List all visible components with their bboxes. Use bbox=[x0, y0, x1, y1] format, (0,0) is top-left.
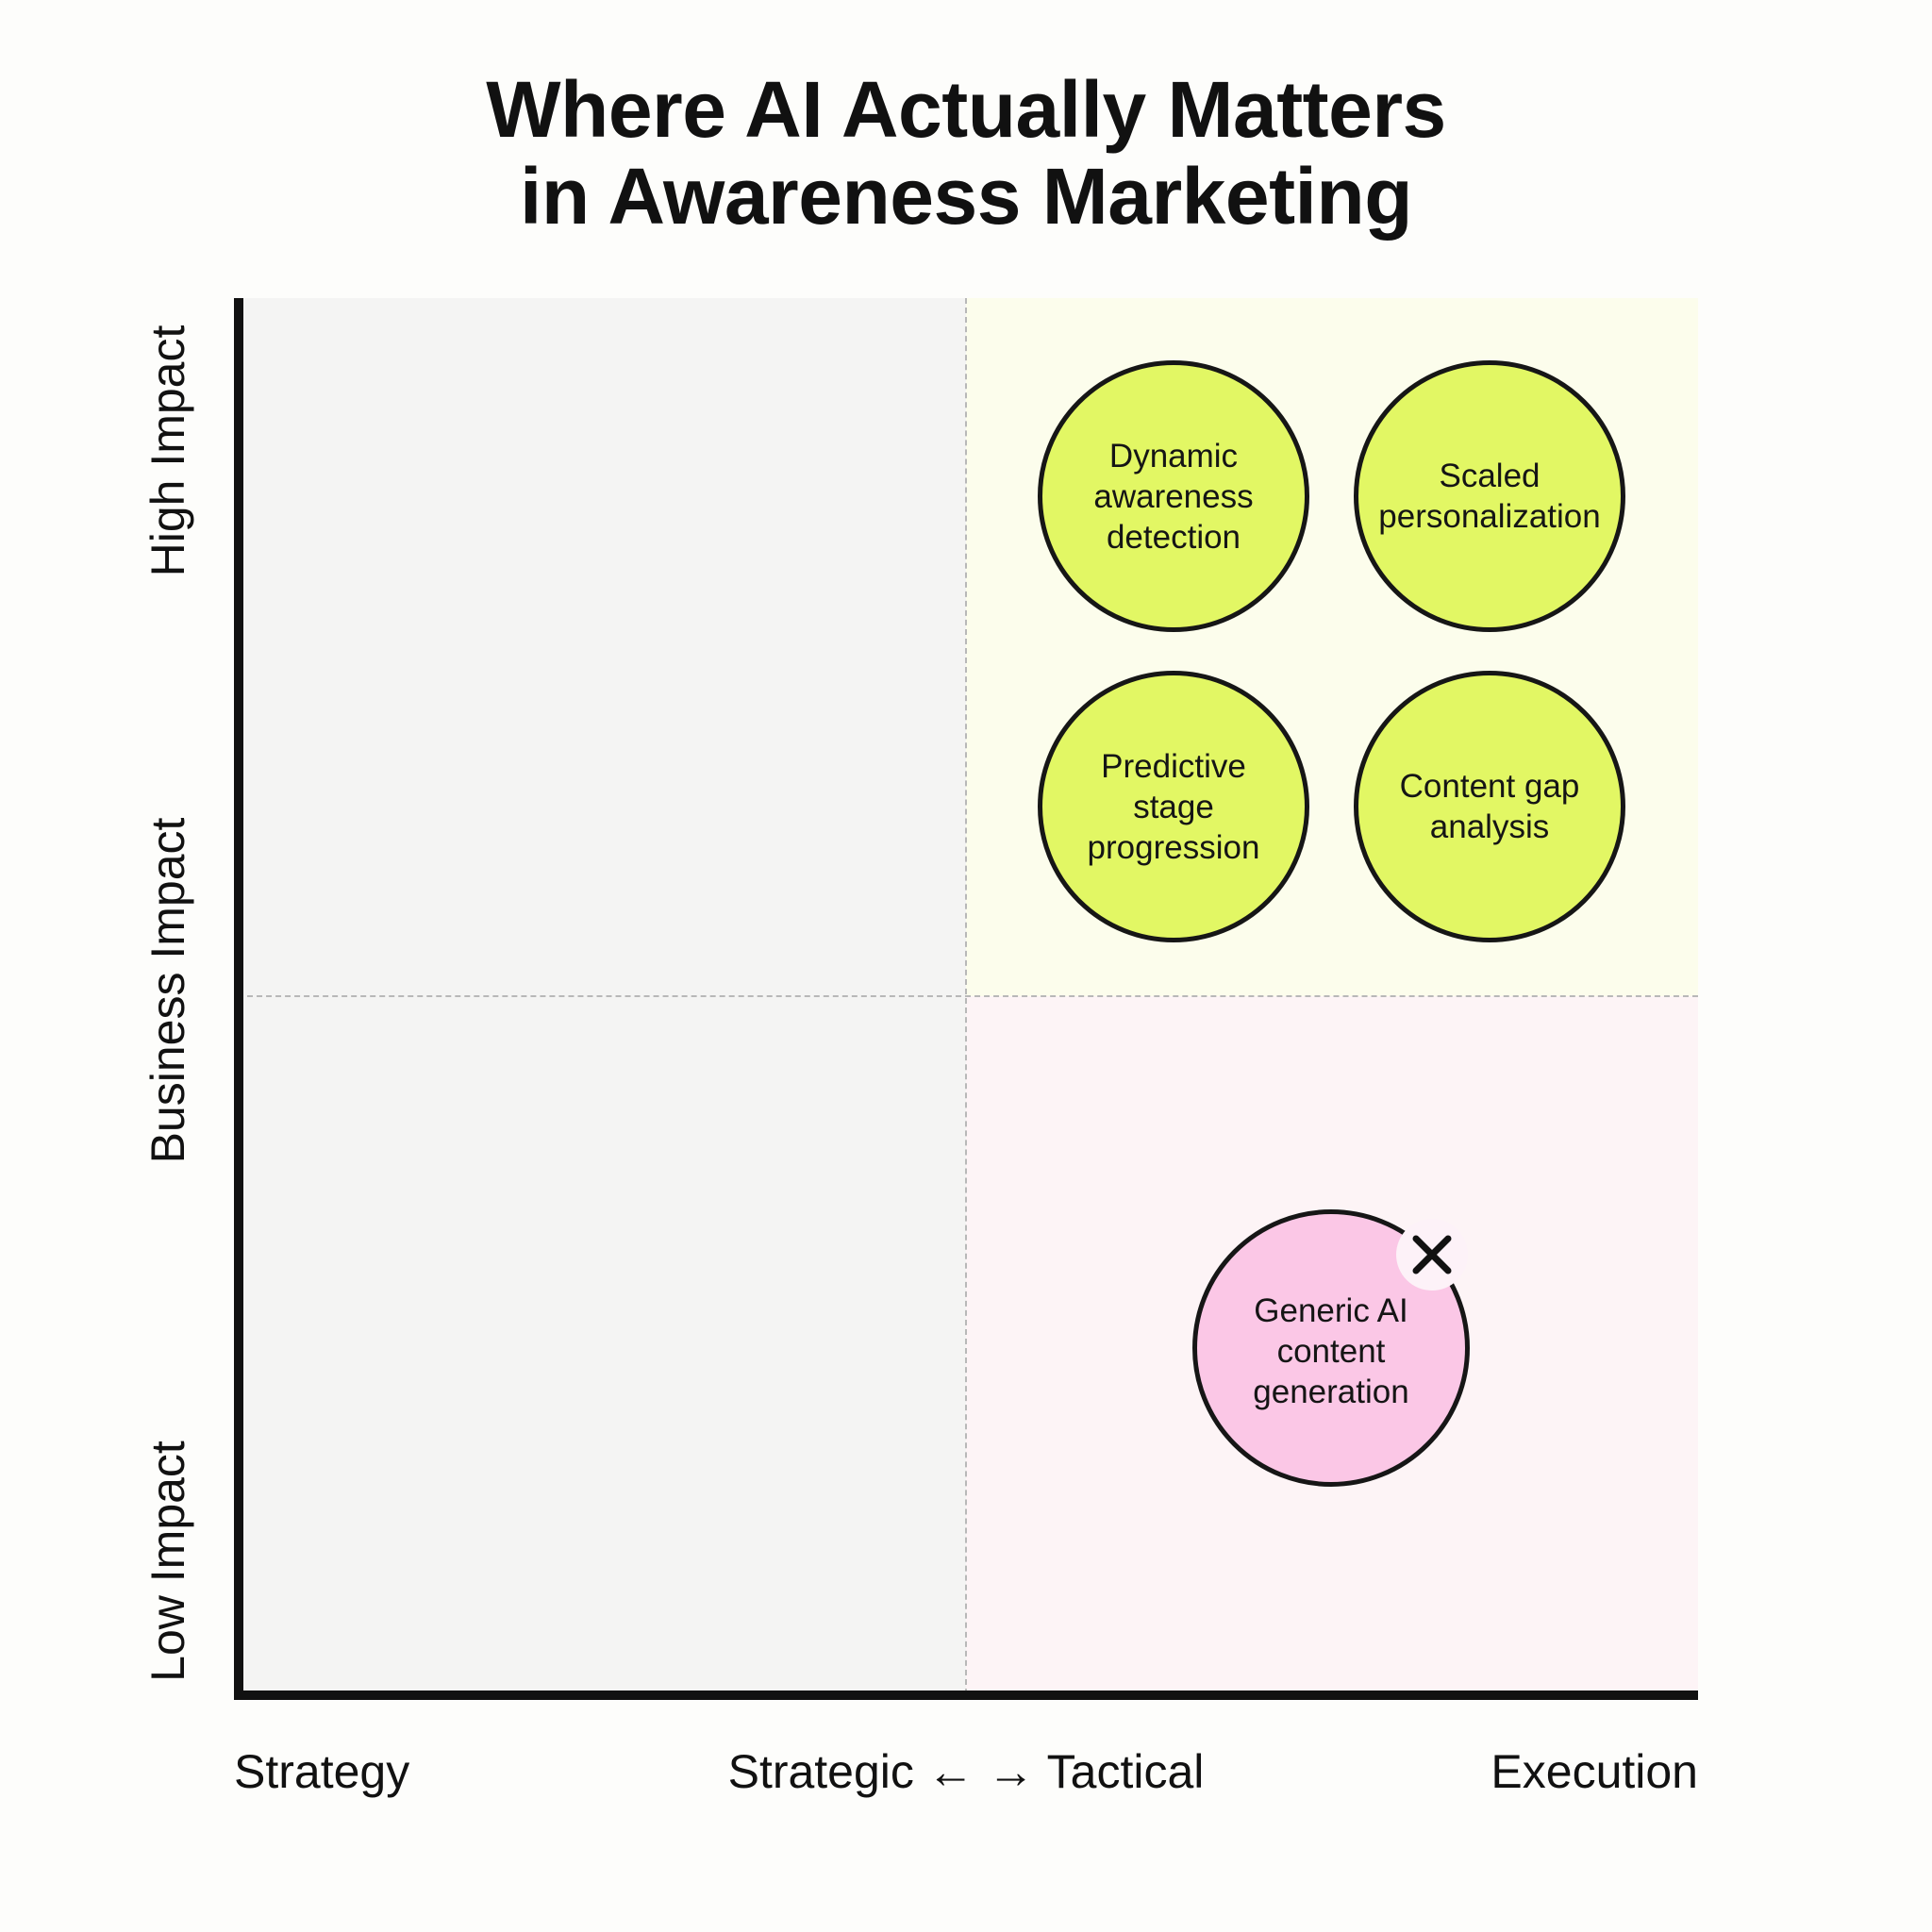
x-icon bbox=[1396, 1219, 1468, 1291]
x-axis-title: Strategic ← → Tactical bbox=[727, 1745, 1205, 1798]
x-axis-line bbox=[234, 1690, 1698, 1700]
x-axis-left-label: Strategy bbox=[234, 1745, 410, 1798]
bubble-dynamic-awareness-detection: Dynamic awareness detection bbox=[1038, 360, 1309, 632]
page-title: Where AI Actually Matters in Awareness M… bbox=[0, 66, 1932, 240]
quadrant-high-impact-strategic bbox=[238, 298, 966, 996]
horizontal-divider bbox=[238, 995, 1698, 997]
bubble-content-gap-analysis: Content gap analysis bbox=[1354, 671, 1625, 942]
bubble-label: Dynamic awareness detection bbox=[1093, 437, 1254, 556]
title-line-1: Where AI Actually Matters bbox=[486, 65, 1446, 154]
y-axis-title: Business Impact bbox=[142, 817, 194, 1164]
bubble-predictive-stage-progression: Predictive stage progression bbox=[1038, 671, 1309, 942]
bubble-label: Predictive stage progression bbox=[1087, 747, 1260, 866]
y-axis-low-label: Low Impact bbox=[142, 1441, 194, 1682]
bubble-label: Scaled personalization bbox=[1378, 458, 1601, 535]
y-axis-line bbox=[234, 298, 243, 1700]
title-line-2: in Awareness Marketing bbox=[519, 152, 1413, 241]
bubble-label: Content gap analysis bbox=[1399, 768, 1580, 845]
y-axis-high-label: High Impact bbox=[142, 325, 194, 577]
bubble-label: Generic AI content generation bbox=[1253, 1291, 1409, 1410]
quadrant-low-impact-strategic bbox=[238, 996, 966, 1694]
x-axis-right-label: Execution bbox=[1491, 1745, 1698, 1798]
bubble-scaled-personalization: Scaled personalization bbox=[1354, 360, 1625, 632]
